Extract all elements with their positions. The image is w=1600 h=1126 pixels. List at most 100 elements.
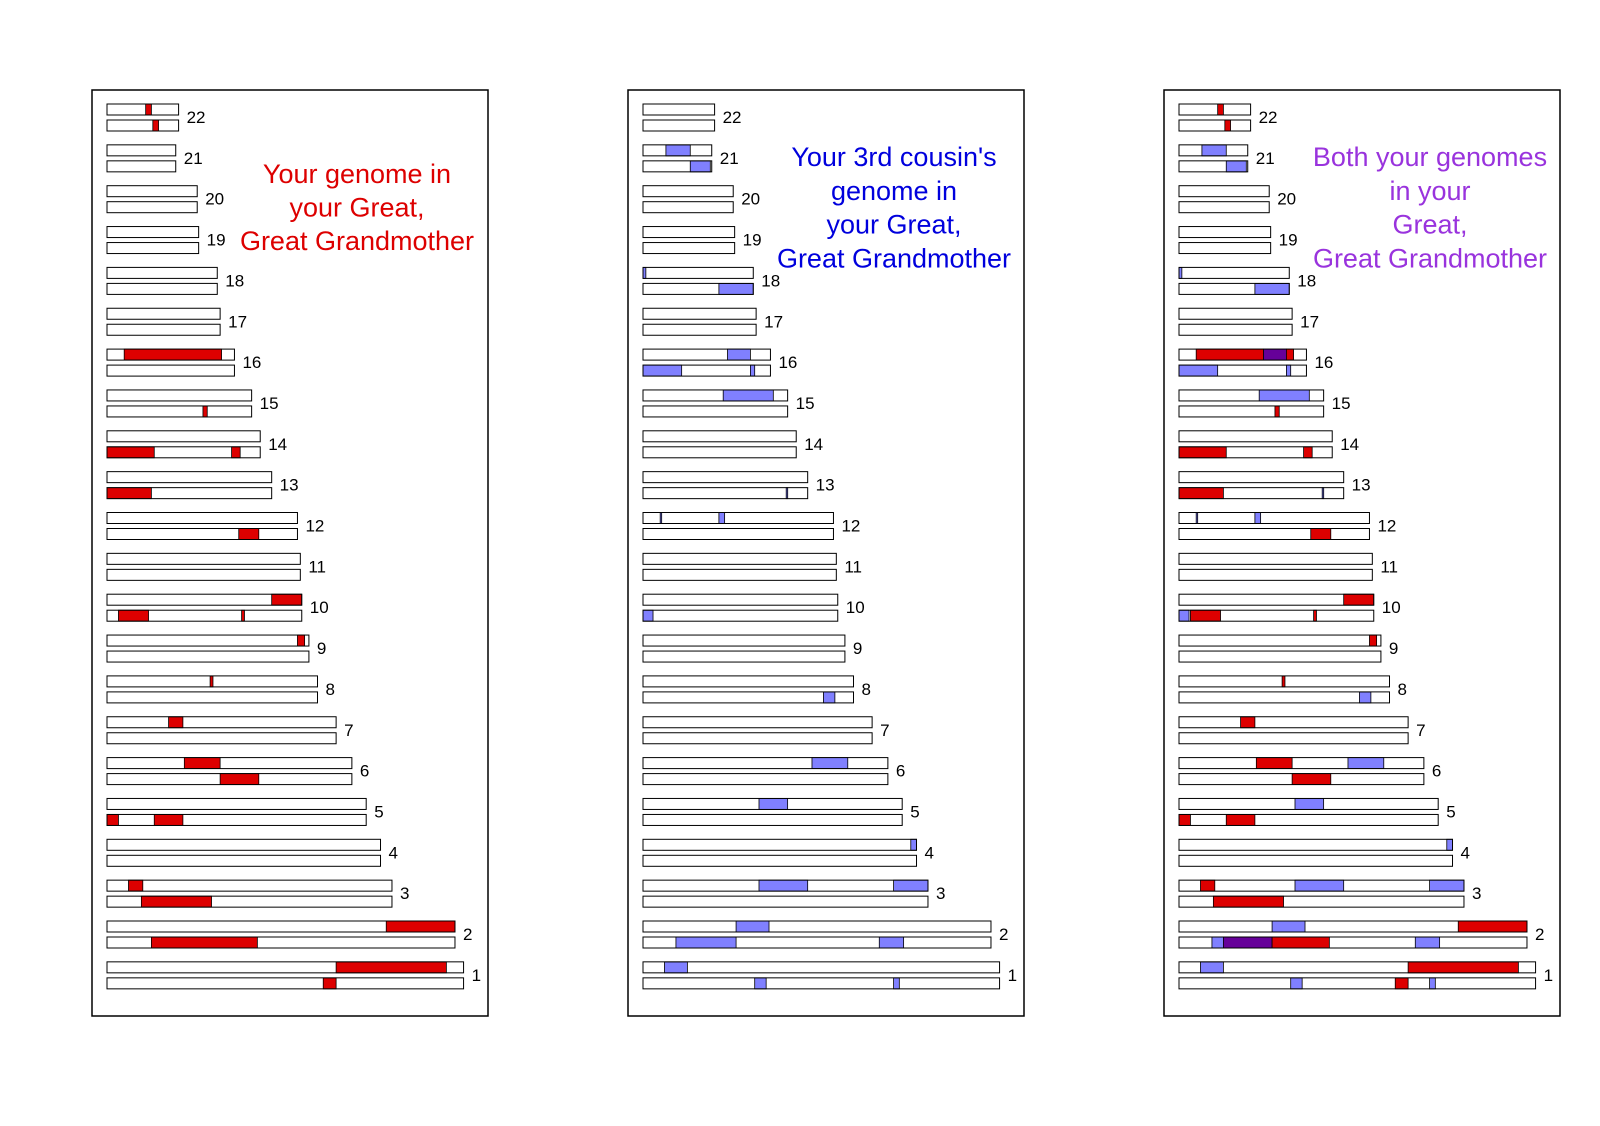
chromosome-10-strand-2 bbox=[107, 610, 302, 622]
segment-red bbox=[153, 814, 184, 826]
chromosome-20-strand-1 bbox=[107, 185, 198, 197]
chromosome-outline bbox=[106, 119, 180, 132]
segment-purple bbox=[1263, 348, 1287, 361]
chromosome-label: 1 bbox=[472, 966, 481, 985]
chromosome-6-strand-1 bbox=[107, 757, 352, 769]
chromosome-20-strand-1 bbox=[643, 185, 734, 197]
segment-blue bbox=[1290, 977, 1303, 990]
chromosome-label: 14 bbox=[268, 435, 287, 454]
chromosome-4-strand-2 bbox=[1179, 855, 1453, 867]
chromosome-outline bbox=[642, 920, 992, 933]
segment-blue bbox=[1347, 757, 1385, 769]
chromosome-2-strand-2 bbox=[643, 937, 991, 948]
segment-blue bbox=[1254, 282, 1290, 295]
chromosome-outline bbox=[106, 144, 177, 157]
chromosome-9-strand-1 bbox=[107, 635, 309, 647]
chromosome-label: 14 bbox=[804, 435, 823, 454]
chromosome-3-strand-1 bbox=[107, 880, 392, 892]
chromosome-outline bbox=[642, 323, 757, 336]
chromosome-label: 12 bbox=[1377, 517, 1396, 536]
chromosome-11-strand-1 bbox=[643, 553, 837, 565]
panel-3: 22212019181716151413121110987654321Both … bbox=[1163, 89, 1561, 1017]
chromosome-outline bbox=[642, 487, 809, 500]
segment-red bbox=[1178, 814, 1191, 826]
chromosome-15-strand-2 bbox=[107, 405, 252, 417]
chromosome-17-strand-1 bbox=[643, 308, 757, 320]
chromosome-outline bbox=[642, 364, 771, 377]
chromosome-label: 7 bbox=[1416, 721, 1425, 740]
chromosome-label: 16 bbox=[1314, 353, 1333, 372]
panel-title-line: in your bbox=[1389, 176, 1470, 206]
chromosome-outline bbox=[642, 797, 903, 810]
chromosome-1-strand-1 bbox=[107, 961, 464, 973]
segment-blue bbox=[1225, 160, 1247, 173]
chromosome-14-strand-1 bbox=[107, 430, 261, 442]
chromosome-outline bbox=[1178, 895, 1465, 908]
segment-red bbox=[1195, 348, 1264, 361]
chromosome-outline bbox=[642, 895, 929, 908]
segment-blue bbox=[1429, 977, 1436, 990]
chromosome-outline bbox=[1178, 716, 1409, 729]
segment-red bbox=[152, 119, 159, 132]
chromosome-16-strand-2 bbox=[107, 365, 235, 377]
chromosome-5-strand-2 bbox=[1179, 814, 1439, 826]
chromosome-outline bbox=[642, 879, 929, 892]
chromosome-18-strand-2 bbox=[107, 283, 218, 295]
chromosome-11-strand-1 bbox=[107, 553, 301, 565]
chromosome-outline bbox=[642, 773, 889, 786]
chromosome-outline bbox=[1178, 552, 1373, 565]
segment-blue bbox=[718, 512, 726, 524]
segment-red bbox=[140, 895, 212, 908]
chromosome-label: 18 bbox=[225, 271, 244, 290]
chromosome-outline bbox=[106, 185, 198, 198]
segment-blue bbox=[1294, 879, 1345, 892]
segment-red bbox=[1310, 528, 1332, 540]
chromosome-outline bbox=[106, 487, 273, 500]
chromosome-label: 17 bbox=[228, 312, 247, 331]
chromosome-11-strand-2 bbox=[643, 569, 837, 581]
chromosome-outline bbox=[1178, 512, 1370, 524]
chromosome-label: 10 bbox=[310, 598, 329, 617]
chromosome-outline bbox=[1178, 201, 1270, 214]
chromosome-label: 15 bbox=[796, 394, 815, 413]
chromosome-label: 11 bbox=[308, 557, 326, 576]
chromosome-label: 3 bbox=[1472, 884, 1481, 903]
chromosome-outline bbox=[1178, 405, 1325, 418]
chromosome-outline bbox=[642, 201, 734, 214]
chromosome-outline bbox=[1178, 961, 1537, 974]
segment-red bbox=[1394, 977, 1409, 990]
chromosome-label: 7 bbox=[344, 721, 353, 740]
segment-red bbox=[322, 977, 337, 990]
chromosome-outline bbox=[106, 757, 353, 770]
chromosome-19-strand-1 bbox=[1179, 226, 1271, 238]
segment-red bbox=[209, 675, 214, 688]
chromosome-outline bbox=[642, 732, 873, 745]
chromosome-outline bbox=[642, 430, 797, 443]
chromosome-outline bbox=[106, 609, 303, 622]
chromosome-outline bbox=[1178, 185, 1270, 198]
chromosome-14-strand-2 bbox=[107, 446, 261, 458]
chromosome-label: 18 bbox=[761, 271, 780, 290]
chromosome-outline bbox=[1178, 879, 1465, 892]
chromosome-outline bbox=[106, 879, 393, 892]
segment-red bbox=[202, 405, 208, 418]
chromosome-7-strand-2 bbox=[1179, 732, 1409, 744]
chromosome-21-strand-2 bbox=[107, 160, 176, 172]
chromosome-outline bbox=[642, 528, 834, 540]
chromosome-8-strand-2 bbox=[1179, 691, 1390, 703]
chromosome-13-strand-2 bbox=[1179, 487, 1344, 499]
chromosome-14-strand-1 bbox=[1179, 430, 1333, 442]
chromosome-outline bbox=[642, 446, 797, 459]
chromosome-17-strand-1 bbox=[107, 308, 221, 320]
chromosome-outline bbox=[642, 389, 789, 402]
chromosome-outline bbox=[1178, 226, 1272, 239]
chromosome-outline bbox=[642, 634, 846, 647]
segment-blue bbox=[758, 798, 789, 810]
segment-blue bbox=[878, 936, 905, 949]
chromosome-label: 10 bbox=[1382, 598, 1401, 617]
segment-blue bbox=[1195, 512, 1199, 524]
chromosome-22-strand-2 bbox=[107, 120, 179, 131]
chromosome-outline bbox=[1178, 266, 1290, 279]
segment-blue bbox=[893, 977, 900, 990]
